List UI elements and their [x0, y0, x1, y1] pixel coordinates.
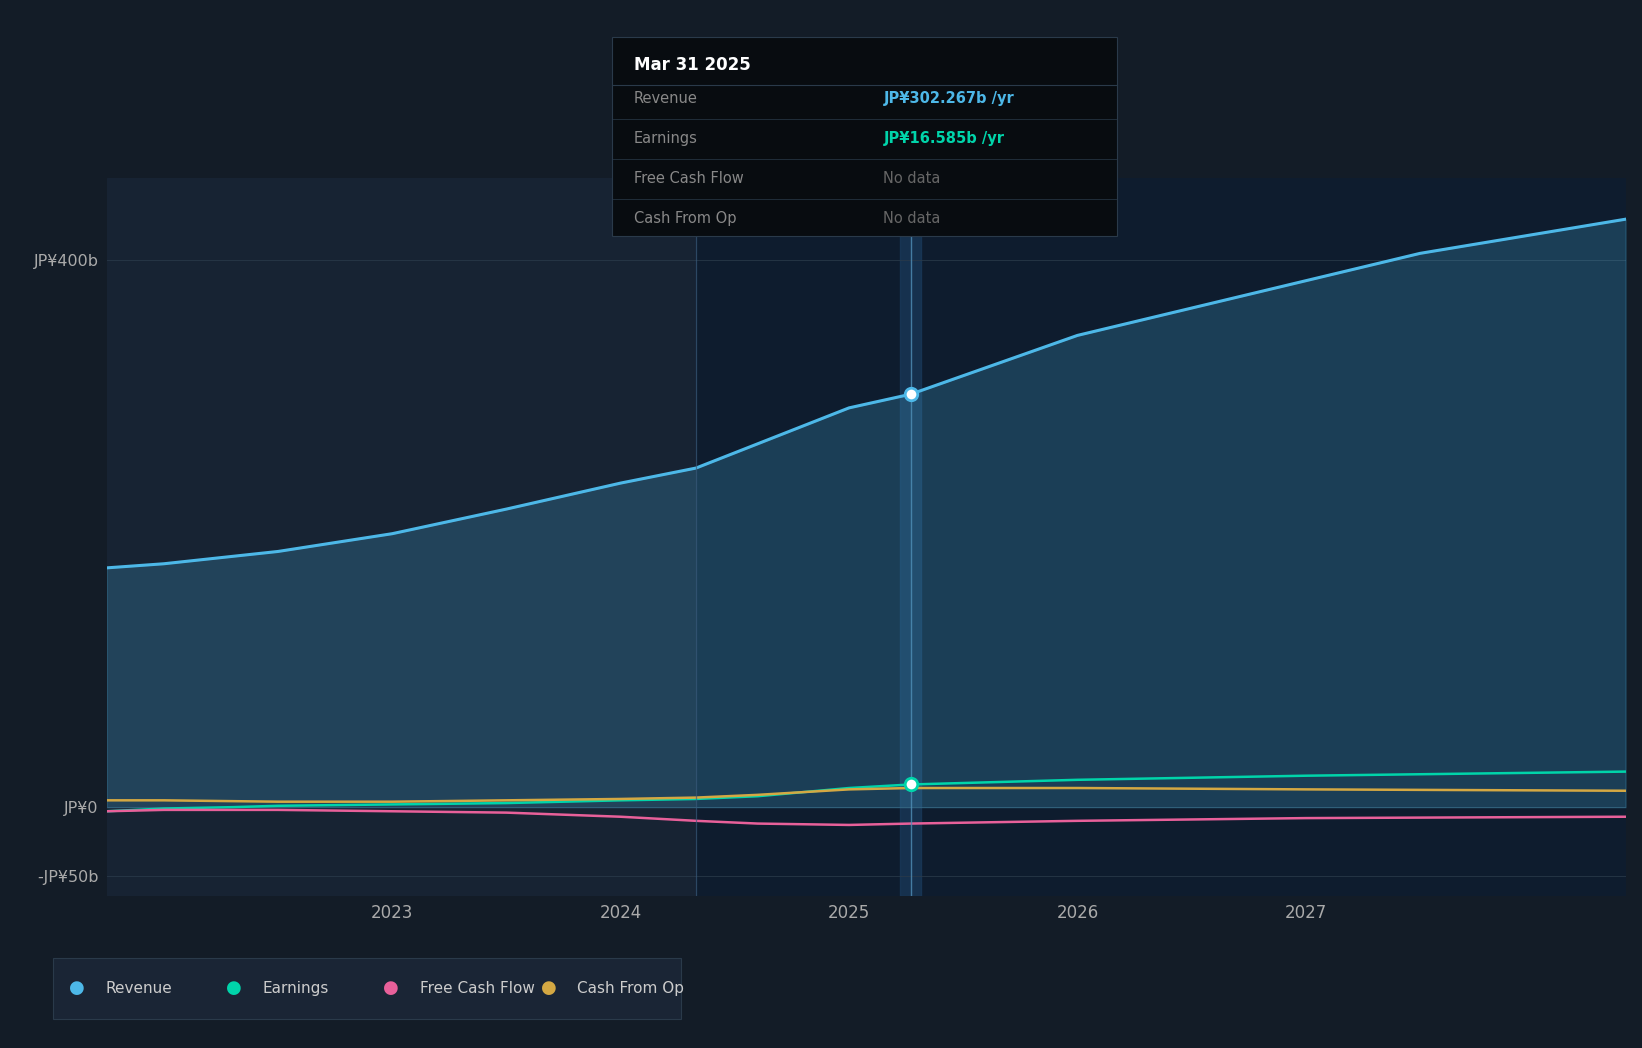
- Text: Cash From Op: Cash From Op: [634, 211, 736, 225]
- Text: No data: No data: [883, 211, 941, 225]
- Text: ●: ●: [384, 979, 399, 998]
- Text: No data: No data: [883, 171, 941, 185]
- Bar: [107, 178, 696, 896]
- Text: ●: ●: [69, 979, 85, 998]
- Text: ●: ●: [227, 979, 241, 998]
- Text: Revenue: Revenue: [105, 981, 172, 996]
- Text: JP¥16.585b /yr: JP¥16.585b /yr: [883, 131, 1005, 146]
- Text: Mar 31 2025: Mar 31 2025: [634, 56, 750, 73]
- Text: Earnings: Earnings: [634, 131, 698, 146]
- Text: Cash From Op: Cash From Op: [576, 981, 683, 996]
- Text: Free Cash Flow: Free Cash Flow: [634, 171, 744, 185]
- Text: Earnings: Earnings: [263, 981, 328, 996]
- Text: Free Cash Flow: Free Cash Flow: [420, 981, 534, 996]
- Text: Past: Past: [647, 218, 686, 236]
- Text: ●: ●: [540, 979, 557, 998]
- Bar: [696, 178, 1626, 896]
- Bar: [900, 178, 921, 896]
- Text: Revenue: Revenue: [634, 91, 698, 106]
- Text: JP¥302.267b /yr: JP¥302.267b /yr: [883, 91, 1015, 106]
- Text: Analysts Forecasts: Analysts Forecasts: [704, 218, 860, 236]
